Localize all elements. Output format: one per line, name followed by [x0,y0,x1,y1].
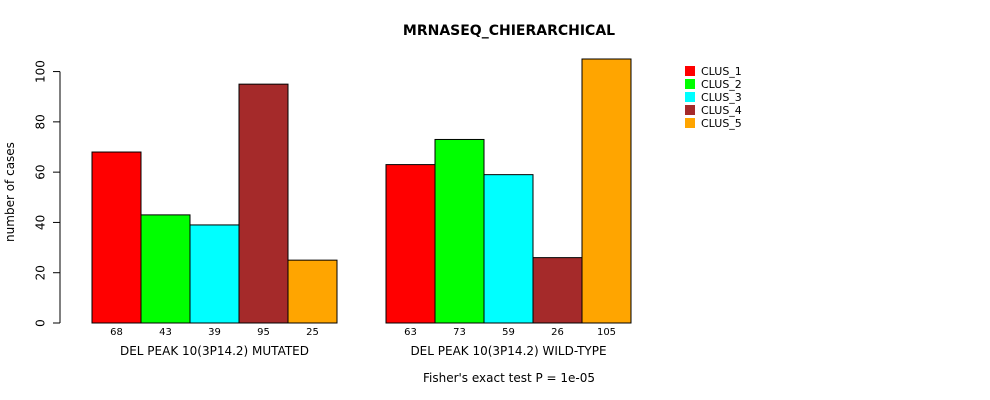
legend-swatch [685,118,695,128]
y-tick-label: 20 [34,265,48,280]
bar-clus-3 [483,174,534,324]
bar-clus-1 [91,151,142,324]
bar-clus-4 [238,83,289,324]
legend-swatch [685,105,695,115]
y-tick-label: 40 [34,215,48,230]
bar-value-label: 43 [159,327,172,338]
legend-label: CLUS_4 [701,104,742,117]
bar-clus-2 [434,138,485,324]
y-tick-label: 60 [34,165,48,180]
value-labels: 68 43 39 95 25 63 73 59 26 105 [110,327,616,338]
group-label: DEL PEAK 10(3P14.2) MUTATED [120,344,309,358]
legend-label: CLUS_3 [701,91,742,104]
bar-clus-1 [385,164,436,324]
legend-swatch [685,79,695,89]
legend-swatch [685,92,695,102]
legend-swatch [685,66,695,76]
bar-value-label: 95 [257,327,270,338]
chart-title: MRNASEQ_CHIERARCHICAL [403,23,615,39]
y-axis-label: number of cases [3,142,17,242]
bars [91,58,632,324]
legend-label: CLUS_5 [701,117,742,130]
legend-label: CLUS_1 [701,65,742,78]
bar-value-label: 68 [110,327,123,338]
bar-clus-3 [189,224,240,324]
y-tick-label: 100 [34,60,48,83]
y-axis: 0 20 40 60 80 100 [34,60,61,327]
group-label: DEL PEAK 10(3P14.2) WILD-TYPE [410,344,606,358]
bar-value-label: 59 [502,327,515,338]
bar-clus-2 [140,214,191,324]
group-labels: DEL PEAK 10(3P14.2) MUTATED DEL PEAK 10(3… [120,344,607,358]
bar-value-label: 25 [306,327,319,338]
bar-value-label: 105 [597,327,616,338]
bar-clus-5 [287,259,338,324]
legend-label: CLUS_2 [701,78,742,91]
footnote: Fisher's exact test P = 1e-05 [423,371,595,385]
bar-value-label: 63 [404,327,417,338]
bar-value-label: 73 [453,327,466,338]
y-tick-label: 80 [34,114,48,129]
bar-clus-5 [581,58,632,324]
bar-value-label: 39 [208,327,221,338]
bar-clus-4 [532,257,583,324]
bar-value-label: 26 [551,327,564,338]
y-tick-label: 0 [34,319,48,327]
